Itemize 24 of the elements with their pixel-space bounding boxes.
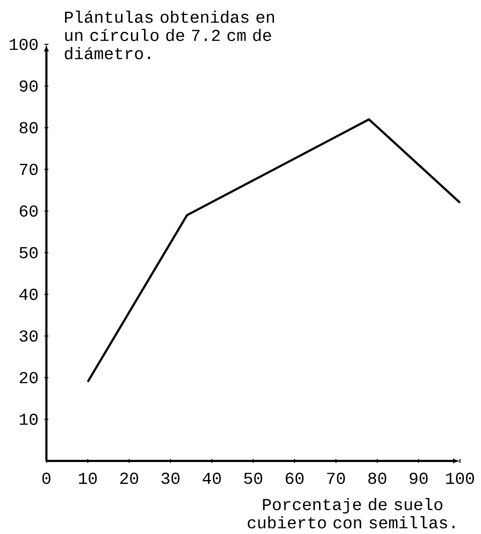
- y-tick-label: 100: [10, 38, 38, 50]
- y-tick-label: 80: [20, 122, 38, 134]
- y-tick-label: 20: [20, 372, 38, 384]
- y-tick-label: 90: [20, 80, 38, 92]
- y-tick-label: 60: [20, 205, 38, 217]
- y-tick-label: 50: [20, 247, 38, 258]
- x-tick-label: 80: [368, 472, 386, 484]
- y-tick-label: 40: [20, 288, 38, 300]
- x-tick-label: 10: [79, 472, 97, 484]
- x-tick-label: 100: [446, 472, 474, 484]
- line-series: [86, 118, 462, 383]
- x-tick-label: 20: [120, 472, 138, 484]
- x-tick-label: 60: [286, 472, 304, 484]
- y-tick-label: 10: [20, 414, 38, 425]
- y-tick-label: 30: [20, 330, 38, 342]
- x-tick-label: 40: [202, 472, 222, 484]
- y-tick-label: 70: [20, 164, 38, 176]
- x-tick-label: 70: [327, 472, 346, 484]
- x-tick-label: 30: [162, 472, 180, 484]
- x-tick-label: 90: [410, 472, 428, 484]
- y-axis-title: Plántulas obtenidas en un círculo de 7.2 cm de diámetro.: [65, 10, 274, 60]
- x-tick-label: 0: [42, 472, 51, 484]
- x-axis-title: Porcentaje de suelo cubierto con semillas.: [248, 498, 455, 528]
- x-tick-label: 50: [244, 472, 262, 484]
